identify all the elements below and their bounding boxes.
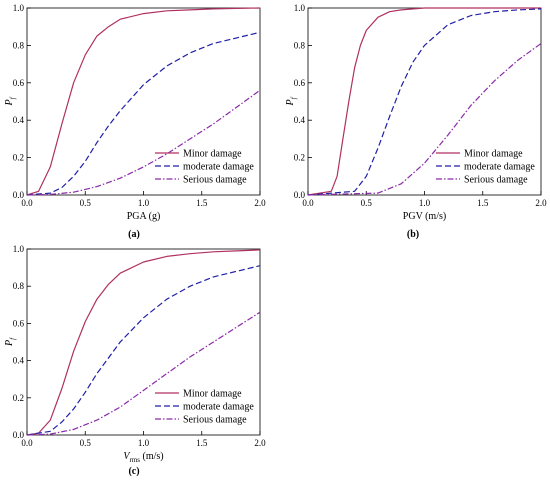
x-tick-label: 1.0	[138, 198, 150, 208]
legend-label-serious: Serious damage	[464, 175, 528, 186]
y-tick-label: 0.2	[294, 153, 305, 163]
y-tick-label: 0.0	[13, 430, 25, 440]
series-line-moderate	[26, 31, 261, 196]
x-tick-label: 0.5	[80, 438, 92, 448]
x-tick-label: 2.0	[254, 198, 266, 208]
x-tick-label: 1.0	[419, 198, 431, 208]
x-tick-label: 0.0	[21, 198, 33, 208]
series-line-minor	[26, 7, 261, 196]
x-tick-label: 2.0	[254, 438, 266, 448]
y-tick-label: 0.8	[294, 40, 306, 50]
y-tick-label: 0.6	[13, 318, 25, 328]
y-tick-label: 0.6	[13, 78, 25, 88]
x-tick-label: 1.0	[138, 438, 150, 448]
x-tick-label: 2.0	[535, 198, 547, 208]
series-line-minor	[26, 249, 261, 436]
x-tick-label: 1.5	[196, 438, 208, 448]
panel-label: (c)	[128, 466, 139, 477]
y-tick-label: 0.4	[13, 115, 25, 125]
y-tick-label: 0.2	[13, 393, 24, 403]
x-tick-label: 0.0	[302, 198, 314, 208]
chart-panel-3: 0.0 0.5 1.0 1.5 2.0 0.0 0.2 0.4 0.6 0.8 1.0 Pf Vrms …	[4, 244, 266, 477]
y-tick-label: 1.0	[13, 3, 25, 13]
legend-label-moderate: moderate damage	[183, 402, 254, 413]
panel-label: (b)	[407, 229, 419, 240]
legend-label-serious: Serious damage	[183, 415, 247, 426]
y-tick-label: 0.2	[13, 153, 24, 163]
panel-label: (a)	[128, 229, 140, 240]
x-tick-label: 0.0	[21, 438, 33, 448]
x-tick-label: 1.5	[196, 198, 208, 208]
y-tick-label: 1.0	[294, 3, 306, 13]
chart-panel-2: 0.0 0.5 1.0 1.5 2.0 0.0 0.2 0.4 0.6 0.8 1.0 Pf PGV (…	[285, 3, 547, 240]
x-axis-label: PGA (g)	[127, 211, 161, 222]
y-tick-label: 0.4	[294, 115, 306, 125]
x-axis-label: PGV (m/s)	[403, 211, 446, 222]
y-tick-label: 0.8	[13, 281, 25, 291]
series-line-serious	[26, 89, 261, 196]
chart-panel-1: 0.0 0.5 1.0 1.5 2.0 0.0 0.2 0.4 0.6 0.8 1.0 Pf PGA (…	[4, 3, 266, 240]
legend-label-moderate: moderate damage	[464, 162, 535, 173]
legend-label-minor: Minor damage	[464, 149, 523, 160]
series-line-minor	[307, 7, 541, 196]
legend-label-minor: Minor damage	[183, 389, 242, 400]
y-tick-label: 0.8	[13, 40, 25, 50]
y-tick-label: 0.0	[294, 190, 306, 200]
x-tick-label: 0.5	[361, 198, 373, 208]
y-tick-label: 0.0	[13, 190, 25, 200]
y-axis-label: Pf	[4, 337, 17, 347]
series-line-serious	[26, 311, 261, 436]
legend-label-serious: Serious damage	[183, 175, 247, 186]
legend-label-moderate: moderate damage	[183, 162, 254, 173]
series-line-serious	[307, 43, 542, 196]
series-line-moderate	[26, 265, 261, 436]
legend-label-minor: Minor damage	[183, 149, 242, 160]
series-line-moderate	[307, 8, 542, 196]
y-tick-label: 1.0	[13, 244, 25, 254]
x-tick-label: 1.5	[477, 198, 489, 208]
x-axis-label: Vrms (m/s)	[123, 451, 163, 464]
y-tick-label: 0.6	[294, 78, 306, 88]
y-axis-label: Pf	[4, 96, 17, 106]
y-axis-label: Pf	[285, 96, 298, 106]
x-tick-label: 0.5	[80, 198, 92, 208]
y-tick-label: 0.4	[13, 356, 25, 366]
